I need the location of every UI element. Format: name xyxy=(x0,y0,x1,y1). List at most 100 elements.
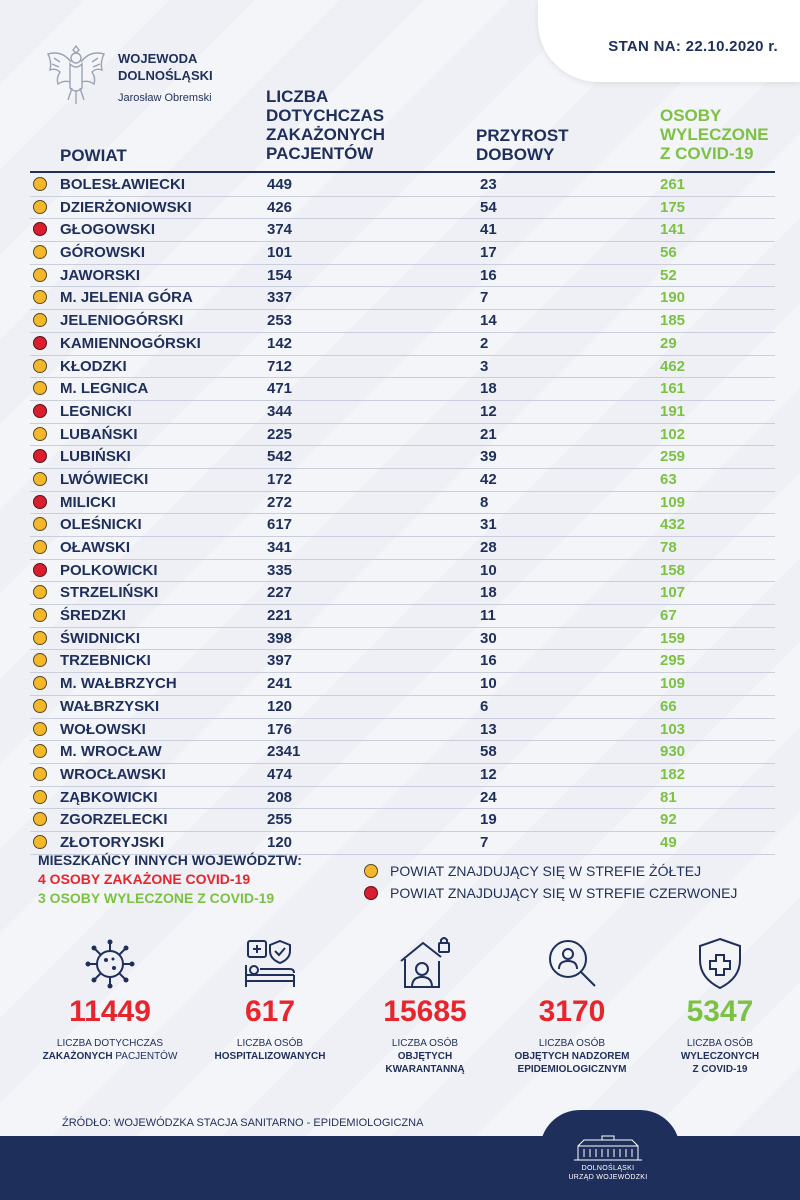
legend-yellow-label: POWIAT ZNAJDUJĄCY SIĘ W STREFIE ŻÓŁTEJ xyxy=(390,863,702,879)
source-note: ŹRÓDŁO: WOJEWÓDZKA STACJA SANITARNO - EP… xyxy=(62,1117,424,1129)
recovered-cell: 190 xyxy=(660,289,686,307)
county-name: MILICKI xyxy=(60,493,116,511)
stat-value: 15685 xyxy=(383,995,467,1028)
table-row: ZGORZELECKI 255 19 92 xyxy=(30,809,775,832)
table-row: M. LEGNICA 471 18 161 xyxy=(30,378,775,401)
growth-cell: 6 xyxy=(480,697,489,715)
home-quarantine-icon xyxy=(400,937,450,988)
recovered-cell: 92 xyxy=(660,811,677,829)
cases-cell: 374 xyxy=(267,221,293,239)
recovered-cell: 63 xyxy=(660,470,677,488)
recovered-cell: 159 xyxy=(660,629,686,647)
virus-icon xyxy=(85,939,135,989)
cases-cell: 449 xyxy=(267,176,293,193)
cases-cell: 474 xyxy=(267,765,293,783)
recovered-cell: 102 xyxy=(660,425,686,443)
yellow-zone-dot-icon xyxy=(33,471,47,486)
recovered-cell: 191 xyxy=(660,402,686,420)
cases-cell: 208 xyxy=(267,788,293,806)
county-name: M. JELENIA GÓRA xyxy=(60,289,193,307)
table-row: M. WROCŁAW 2341 58 930 xyxy=(30,741,775,764)
yellow-zone-dot-icon xyxy=(33,381,47,396)
yellow-zone-dot-icon xyxy=(33,834,47,849)
legend-red-label: POWIAT ZNAJDUJĄCY SIĘ W STREFIE CZERWONE… xyxy=(390,885,738,901)
table-row: POLKOWICKI 335 10 158 xyxy=(30,560,775,583)
county-name: M. LEGNICA xyxy=(60,380,149,398)
header-growth: PRZYROST DOBOWY xyxy=(476,126,569,164)
cases-cell: 337 xyxy=(267,289,293,307)
footer-bar xyxy=(0,1136,800,1200)
growth-cell: 19 xyxy=(480,811,497,829)
recovered-cell: 56 xyxy=(660,244,677,262)
recovered-cell: 52 xyxy=(660,266,677,284)
cases-cell: 398 xyxy=(267,629,293,647)
county-name: LEGNICKI xyxy=(60,402,132,420)
recovered-cell: 78 xyxy=(660,539,677,556)
recovered-cell: 109 xyxy=(660,675,686,693)
building-icon xyxy=(574,1135,642,1161)
yellow-zone-dot-icon xyxy=(33,721,47,736)
cases-cell: 120 xyxy=(267,833,293,851)
table-row: M. WAŁBRZYCH 241 10 109 xyxy=(30,673,775,696)
table-row: LUBAŃSKI 225 21 102 xyxy=(30,424,775,447)
table-row: ŚREDZKI 221 11 67 xyxy=(30,605,775,628)
recovered-cell: 109 xyxy=(660,493,686,511)
yellow-zone-dot-icon xyxy=(33,812,47,827)
cases-cell: 426 xyxy=(267,198,293,216)
growth-cell: 2 xyxy=(480,334,489,352)
recovered-cell: 930 xyxy=(660,743,686,761)
growth-cell: 18 xyxy=(480,380,497,398)
county-name: OLEŚNICKI xyxy=(60,516,142,534)
stat-quarantine: 15685 LICZBA OSÓB OBJĘTYCH KWARANTANNĄ xyxy=(350,935,500,1076)
yellow-dot-icon xyxy=(364,864,378,878)
red-zone-dot-icon xyxy=(33,562,47,577)
county-name: ŚREDZKI xyxy=(60,607,126,625)
cases-cell: 253 xyxy=(267,312,293,330)
yellow-zone-dot-icon xyxy=(33,698,47,713)
county-name: WAŁBRZYSKI xyxy=(60,697,160,715)
stat-recovered: 5347 LICZBA OSÓB WYLECZONYCH Z COVID-19 xyxy=(645,935,795,1076)
table-row: WAŁBRZYSKI 120 6 66 xyxy=(30,696,775,719)
table-row: OŁAWSKI 341 28 78 xyxy=(30,537,775,560)
recovered-cell: 158 xyxy=(660,561,686,579)
growth-cell: 7 xyxy=(480,289,489,307)
footer-tab xyxy=(540,1110,680,1200)
red-zone-dot-icon xyxy=(33,449,47,464)
cases-cell: 712 xyxy=(267,357,293,375)
growth-cell: 8 xyxy=(480,493,489,511)
county-name: POLKOWICKI xyxy=(60,561,158,579)
county-name: KAMIENNOGÓRSKI xyxy=(60,334,201,352)
county-name: TRZEBNICKI xyxy=(60,652,151,670)
county-name: WROCŁAWSKI xyxy=(60,765,166,783)
county-name: STRZELIŃSKI xyxy=(60,584,159,602)
table-row: KAMIENNOGÓRSKI 142 2 29 xyxy=(30,333,775,356)
recovered-cell: 161 xyxy=(660,380,686,398)
table-row: OLEŚNICKI 617 31 432 xyxy=(30,514,775,537)
cases-cell: 2341 xyxy=(267,743,301,761)
cases-cell: 397 xyxy=(267,652,293,670)
table-row: ZĄBKOWICKI 208 24 81 xyxy=(30,787,775,810)
red-zone-dot-icon xyxy=(33,403,47,418)
growth-cell: 58 xyxy=(480,743,497,761)
cases-cell: 344 xyxy=(267,402,293,420)
growth-cell: 54 xyxy=(480,198,497,216)
county-name: JAWORSKI xyxy=(60,266,141,284)
table-row: WROCŁAWSKI 474 12 182 xyxy=(30,764,775,787)
logo-text: WOJEWODA DOLNOŚLĄSKI Jarosław Obremski xyxy=(118,50,213,107)
county-name: M. WAŁBRZYCH xyxy=(60,675,177,693)
recovered-cell: 182 xyxy=(660,765,686,783)
table-row: JAWORSKI 154 16 52 xyxy=(30,265,775,288)
recovered-cell: 295 xyxy=(660,652,686,670)
county-name: ZGORZELECKI xyxy=(60,811,168,829)
table-row: ŚWIDNICKI 398 30 159 xyxy=(30,628,775,651)
cases-cell: 335 xyxy=(267,561,293,579)
growth-cell: 41 xyxy=(480,221,497,239)
footer-line-2: URZĄD WOJEWÓDZKI xyxy=(568,1174,648,1181)
recovered-cell: 432 xyxy=(660,516,686,534)
shield-cross-icon xyxy=(699,937,741,990)
yellow-zone-dot-icon xyxy=(33,426,47,441)
stat-total-infected: 11449 LICZBA DOTYCHCZAS ZAKAŻONYCH PACJE… xyxy=(35,935,185,1063)
growth-cell: 3 xyxy=(480,357,489,375)
growth-cell: 28 xyxy=(480,539,497,556)
stat-label: LICZBA DOTYCHCZAS xyxy=(56,1038,164,1049)
